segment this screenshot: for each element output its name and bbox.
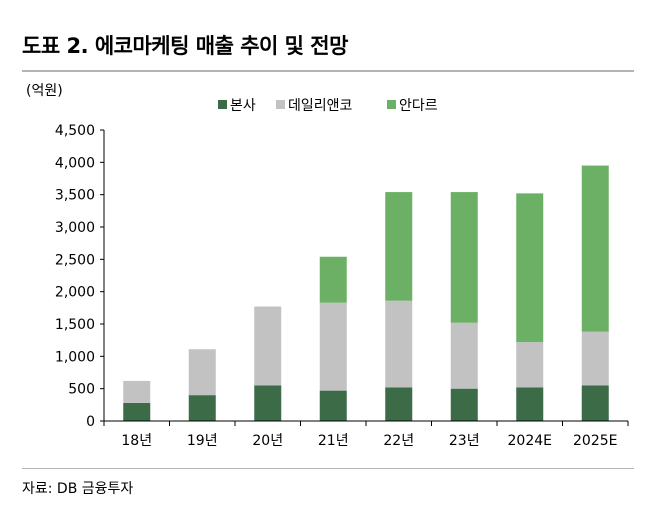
bar-segment [254, 306, 282, 386]
bar-segment [123, 402, 151, 421]
stacked-bar-chart: (억원) 본사 데일리앤코 안다르 0 500 1,000 1,500 2,000 2,500… [26, 83, 629, 449]
y-tick-label: 0 [86, 414, 95, 430]
y-axis: 0 500 1,000 1,500 2,000 2,500 3,000 3,500 4,000 4… [55, 123, 105, 430]
legend-label: 안다르 [399, 98, 438, 114]
bar-segment [188, 395, 216, 421]
bar-segment [385, 300, 413, 388]
source-note: 자료: DB 금융투자 [22, 481, 134, 497]
bar-segment [385, 192, 413, 301]
bar-segment [385, 387, 413, 421]
y-tick-label: 2,000 [55, 285, 95, 301]
legend-label: 본사 [230, 98, 256, 114]
footer-divider [22, 468, 634, 469]
y-tick-label: 4,000 [55, 155, 95, 171]
y-tick-label: 2,500 [55, 252, 95, 268]
bar-segment [188, 349, 216, 396]
y-tick-label: 1,500 [55, 317, 95, 333]
bar-segment [319, 256, 347, 303]
y-tick-label: 4,500 [55, 123, 95, 139]
legend-swatch [218, 100, 227, 109]
y-tick-label: 3,500 [55, 188, 95, 204]
y-tick-label: 500 [68, 382, 95, 398]
bar-segment [516, 387, 544, 421]
chart-legend: 본사 데일리앤코 안다르 [218, 98, 438, 114]
bar-segment [319, 390, 347, 421]
y-tick-label: 1,000 [55, 349, 95, 365]
bar-segment [581, 331, 609, 386]
legend-label: 데일리앤코 [288, 98, 353, 114]
bar-segment [450, 322, 478, 389]
bar-segment [450, 388, 478, 421]
x-tick-label: 19년 [187, 433, 218, 449]
bar-group [123, 165, 609, 421]
y-unit-label: (억원) [26, 83, 63, 99]
bar-segment [123, 380, 151, 403]
x-tick-label: 22년 [383, 433, 414, 449]
bar-segment [319, 302, 347, 391]
title-divider [22, 70, 634, 72]
page-title: 도표 2. 에코마케팅 매출 추이 및 전망 [22, 34, 348, 58]
x-tick-label: 23년 [449, 433, 480, 449]
bar-segment [516, 342, 544, 388]
x-tick-label: 2025E [573, 433, 617, 449]
legend-swatch [387, 100, 396, 109]
bar-segment [581, 385, 609, 421]
x-axis: 18년 19년 20년 21년 22년 23년 2024E 2025E [103, 420, 629, 449]
bar-segment [450, 192, 478, 323]
bar-segment [581, 165, 609, 332]
x-tick-label: 20년 [252, 433, 283, 449]
bar-segment [254, 385, 282, 421]
x-tick-label: 21년 [318, 433, 349, 449]
bar-segment [516, 193, 544, 343]
x-tick-label: 18년 [121, 433, 152, 449]
x-tick-label: 2024E [508, 433, 552, 449]
legend-swatch [276, 100, 285, 109]
y-tick-label: 3,000 [55, 220, 95, 236]
